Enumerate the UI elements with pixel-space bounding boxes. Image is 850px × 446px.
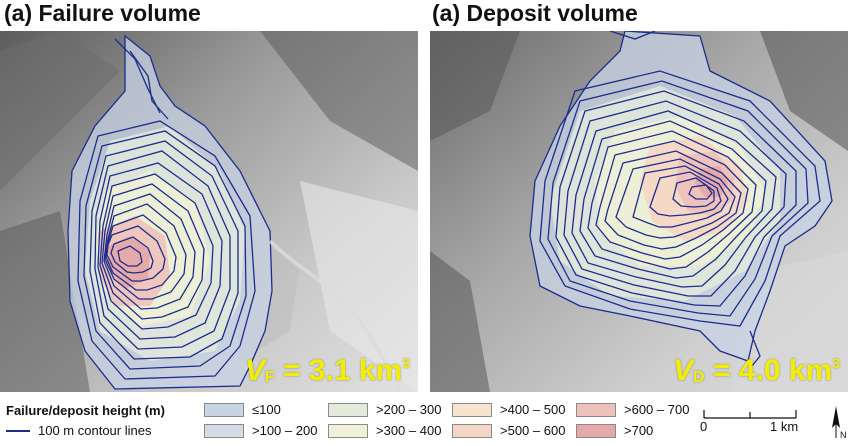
deposit-volume-label: VD = 4.0 km3 bbox=[673, 354, 840, 388]
legend-class-label: >300 – 400 bbox=[376, 423, 442, 438]
legend-class-label: >200 – 300 bbox=[376, 402, 442, 417]
failure-map: VF = 3.1 km3 bbox=[0, 31, 418, 392]
legend-class-label: >400 – 500 bbox=[500, 402, 566, 417]
legend-contour-entry: 100 m contour lines bbox=[6, 423, 151, 438]
legend-swatch bbox=[328, 423, 368, 438]
legend-class-label: >100 – 200 bbox=[252, 423, 318, 438]
volume-value: = 3.1 km bbox=[274, 354, 403, 387]
ridge-shade bbox=[430, 251, 490, 392]
legend-class-label: >700 bbox=[624, 423, 654, 438]
volume-superscript: 3 bbox=[402, 355, 410, 371]
legend-class-3: >200 – 300 bbox=[328, 402, 441, 417]
legend-swatch bbox=[576, 423, 616, 438]
north-label: N bbox=[840, 430, 846, 440]
legend-title: Failure/deposit height (m) bbox=[6, 403, 165, 418]
legend-class-label: >600 – 700 bbox=[624, 402, 690, 417]
legend-contour-label: 100 m contour lines bbox=[38, 423, 152, 438]
river-channel bbox=[268, 239, 402, 392]
legend-class-4: >300 – 400 bbox=[328, 423, 441, 438]
legend-swatch bbox=[328, 402, 368, 417]
legend-class-label: >500 – 600 bbox=[500, 423, 566, 438]
volume-value: = 4.0 km bbox=[704, 354, 833, 387]
volume-symbol: V bbox=[244, 354, 265, 387]
legend-class-label: ≤100 bbox=[252, 402, 281, 417]
ridge-shade bbox=[430, 31, 520, 141]
contour-lines bbox=[529, 31, 833, 367]
north-arrow-icon: N bbox=[826, 404, 847, 440]
ridge-shade bbox=[300, 181, 418, 392]
map-legend: Failure/deposit height (m) 100 m contour… bbox=[0, 392, 850, 446]
legend-swatch bbox=[204, 423, 244, 438]
ridge-shade bbox=[0, 31, 120, 191]
contour-line-swatch bbox=[6, 429, 30, 432]
scale-bar: 0 1 km bbox=[700, 408, 800, 440]
scale-label-km: 1 km bbox=[770, 419, 799, 434]
ridge-shade bbox=[760, 31, 848, 151]
legend-swatch bbox=[576, 402, 616, 417]
legend-class-1: ≤100 bbox=[204, 402, 281, 417]
height-zone-700 bbox=[695, 166, 728, 197]
contour-lines bbox=[67, 34, 273, 390]
scale-label-zero: 0 bbox=[700, 419, 708, 434]
deposit-map: VD = 4.0 km3 bbox=[430, 31, 848, 392]
panel-title-failure: (a) Failure volume bbox=[4, 0, 201, 26]
legend-class-7: >600 – 700 bbox=[576, 402, 689, 417]
ridge-shade bbox=[0, 211, 90, 392]
legend-swatch bbox=[452, 402, 492, 417]
volume-subscript: D bbox=[693, 369, 705, 386]
legend-class-8: >700 bbox=[576, 423, 653, 438]
volume-superscript: 3 bbox=[832, 355, 840, 371]
legend-class-6: >500 – 600 bbox=[452, 423, 565, 438]
panel-title-deposit: (a) Deposit volume bbox=[432, 0, 638, 26]
volume-symbol: V bbox=[673, 354, 694, 387]
volume-subscript: F bbox=[264, 369, 275, 386]
legend-class-2: >100 – 200 bbox=[204, 423, 317, 438]
ridge-shade bbox=[260, 31, 418, 171]
failure-volume-label: VF = 3.1 km3 bbox=[245, 354, 410, 388]
legend-swatch bbox=[452, 423, 492, 438]
legend-swatch bbox=[204, 402, 244, 417]
height-zone-700 bbox=[108, 236, 150, 289]
legend-class-5: >400 – 500 bbox=[452, 402, 565, 417]
